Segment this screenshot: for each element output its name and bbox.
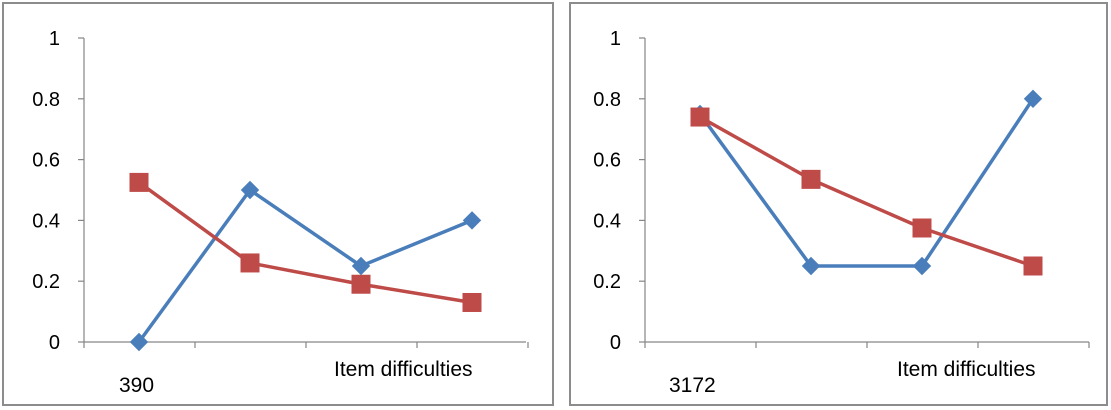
y-tick-label-1: 0.8 bbox=[32, 89, 60, 111]
data-point-square-1 bbox=[462, 292, 482, 312]
y-tick-label-2: 0.4 bbox=[593, 210, 621, 232]
series-line-blue-2 bbox=[698, 97, 1035, 268]
data-point-diamond-1 bbox=[129, 332, 149, 352]
category-label-2: 3172 bbox=[669, 374, 716, 397]
data-point-square-2 bbox=[1023, 256, 1043, 276]
data-point-diamond-1 bbox=[351, 256, 371, 276]
y-tick-label-1: 0 bbox=[49, 332, 60, 354]
y-tick-label-2: 0.2 bbox=[593, 271, 621, 293]
line-chart-2: Item difficulties 3172 0 0.2 0.4 0.6 0.8 1 bbox=[593, 28, 1090, 397]
y-tick-label-1: 0.2 bbox=[32, 271, 60, 293]
y-tick-label-2: 0.6 bbox=[593, 150, 621, 172]
y-tick-label-1: 0.4 bbox=[32, 210, 60, 232]
data-point-square-1 bbox=[240, 253, 260, 273]
data-point-diamond-1 bbox=[462, 211, 482, 230]
line-chart-1: Item difficulties 390 0 0.2 0.4 0.6 0.8 1 bbox=[32, 28, 529, 397]
chart-panel-2: Item difficulties 3172 0 0.2 0.4 0.6 0.8 1 bbox=[569, 2, 1108, 406]
series-line-red-1 bbox=[137, 180, 473, 305]
data-point-diamond-1 bbox=[240, 180, 260, 200]
y-tick-label-1: 0.6 bbox=[32, 150, 60, 172]
data-point-diamond-2 bbox=[912, 256, 932, 276]
category-label-1: 390 bbox=[119, 374, 154, 397]
xlabel-2: Item difficulties bbox=[897, 358, 1036, 381]
y-tick-label-2: 1 bbox=[610, 28, 621, 50]
y-tick-label-2: 0 bbox=[610, 332, 621, 354]
data-point-square-2 bbox=[801, 169, 821, 189]
y-tick-label-2: 0.8 bbox=[593, 89, 621, 111]
series-line-blue-1 bbox=[137, 188, 473, 344]
data-point-square-2 bbox=[912, 218, 932, 238]
data-point-square-1 bbox=[129, 172, 149, 192]
data-point-diamond-2 bbox=[801, 256, 821, 276]
data-point-square-2 bbox=[690, 107, 710, 127]
xlabel-1: Item difficulties bbox=[334, 358, 473, 381]
data-point-diamond-2 bbox=[1023, 89, 1043, 109]
chart-panel-1: Item difficulties 390 0 0.2 0.4 0.6 0.8 1 bbox=[2, 2, 554, 406]
series-line-red-2 bbox=[699, 115, 1034, 268]
data-point-square-1 bbox=[351, 274, 371, 294]
y-tick-label-1: 1 bbox=[49, 28, 60, 50]
